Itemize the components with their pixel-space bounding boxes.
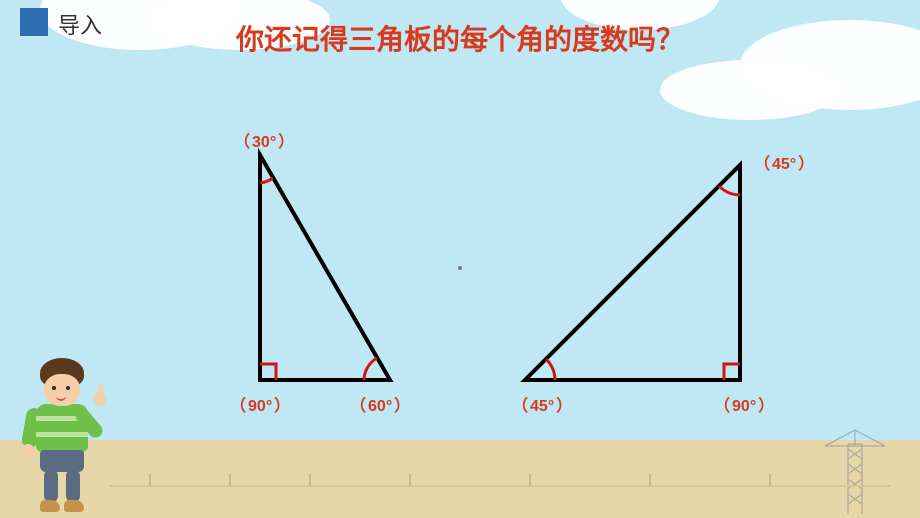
angle-value: 45° [772,156,796,173]
angle-label-left-top: （30°） [232,128,296,152]
triangle-left [260,155,390,380]
angle-value: 90° [732,398,756,415]
angle-label-left-bl: （90°） [228,392,292,416]
angle-label-right-top: （45°） [752,150,816,174]
tower-decoration [820,424,890,514]
angle-label-right-bl: （45°） [510,392,574,416]
angle-value: 30° [252,134,276,151]
triangle-right [525,165,740,380]
boy-illustration [14,358,109,518]
angle-value: 90° [248,398,272,415]
slide-center-dot [458,266,462,270]
angle-label-right-br: （90°） [712,392,776,416]
angle-value: 60° [368,398,392,415]
angle-label-left-br: （60°） [348,392,412,416]
ground-markers [110,470,890,488]
triangles-diagram [0,0,920,430]
angle-value: 45° [530,398,554,415]
